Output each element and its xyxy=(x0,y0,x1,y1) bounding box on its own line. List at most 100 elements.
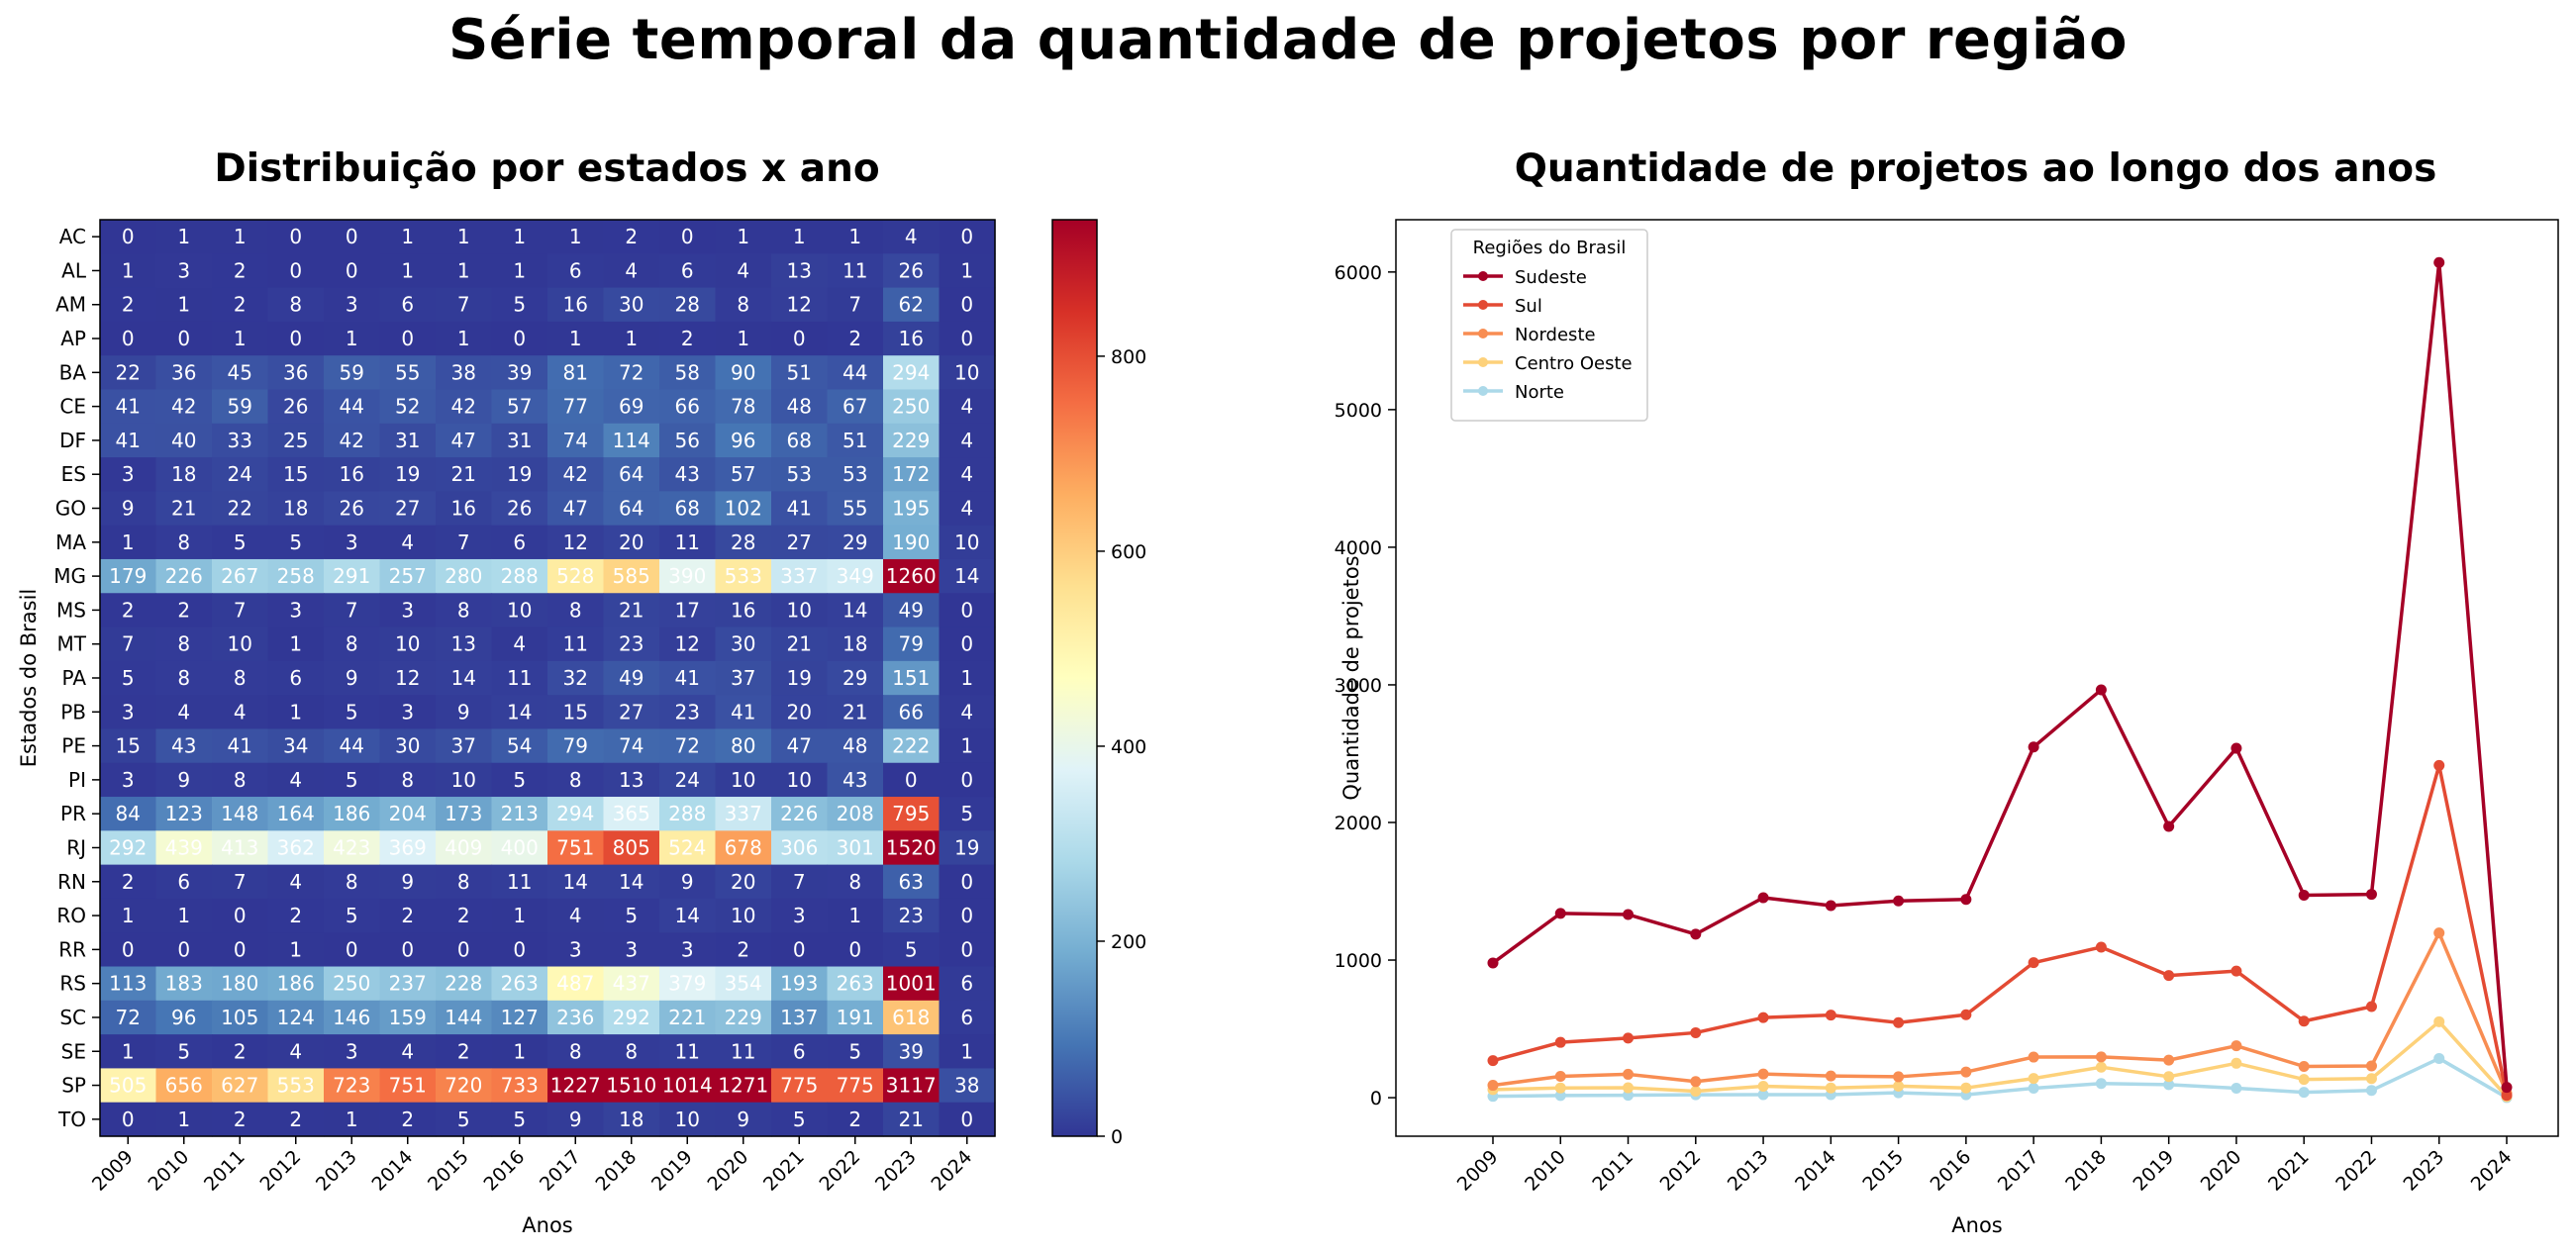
heatmap-cell-label: 58 xyxy=(675,360,700,384)
heatmap-cell-label: 5 xyxy=(346,700,358,723)
heatmap-cell xyxy=(379,1068,437,1104)
heatmap-cell-label: 5 xyxy=(234,530,247,554)
heatmap-cell xyxy=(155,457,213,492)
heatmap-ytick-label: PR xyxy=(60,802,86,825)
heatmap-cell-label: 0 xyxy=(346,225,358,248)
heatmap-cell xyxy=(491,389,548,425)
heatmap-cell xyxy=(939,762,996,798)
heatmap-cell xyxy=(547,898,605,933)
heatmap-cell xyxy=(827,797,884,831)
heatmap-cell-label: 524 xyxy=(668,835,706,859)
heatmap-cell-label: 5 xyxy=(346,904,358,927)
heatmap-cell xyxy=(379,253,437,289)
heatmap-ytick-label: PE xyxy=(61,734,86,758)
heatmap-cell xyxy=(212,728,269,764)
heatmap-cell xyxy=(267,626,325,662)
heatmap-cell-label: 228 xyxy=(445,972,482,996)
heatmap-cell-label: 13 xyxy=(619,768,644,792)
heatmap-cell xyxy=(715,253,772,289)
heatmap-cell-label: 21 xyxy=(451,462,476,486)
heatmap-cell xyxy=(715,525,772,560)
heatmap-ytick-label: MA xyxy=(55,530,86,554)
heatmap-cell-label: 21 xyxy=(899,1108,924,1131)
heatmap-cell-label: 400 xyxy=(501,835,539,859)
heatmap-cell xyxy=(436,660,493,696)
heatmap-cell-label: 6 xyxy=(401,293,414,317)
heatmap-cell xyxy=(324,253,381,289)
heatmap-cell xyxy=(883,321,941,356)
heatmap-cell-label: 2 xyxy=(234,258,247,282)
heatmap-cell xyxy=(603,797,660,831)
heatmap-cell xyxy=(547,321,605,356)
heatmap-cell-label: 41 xyxy=(116,429,141,452)
heatmap-cell-label: 294 xyxy=(556,802,594,825)
heatmap-cell-label: 1520 xyxy=(886,835,937,859)
series-point xyxy=(2028,741,2039,753)
heatmap-cell xyxy=(827,626,884,662)
heatmap-cell xyxy=(883,966,941,1002)
heatmap-cell xyxy=(324,864,381,900)
heatmap-cell xyxy=(603,457,660,492)
heatmap-cell xyxy=(379,728,437,764)
heatmap-cell xyxy=(771,966,829,1002)
heatmap-cell-label: 7 xyxy=(848,293,861,317)
heatmap-cell-label: 21 xyxy=(171,497,196,521)
heatmap-cell xyxy=(212,898,269,933)
legend-label: Norte xyxy=(1515,382,1564,403)
heatmap-ytick-label: RN xyxy=(57,870,86,894)
heatmap-cell-label: 173 xyxy=(445,802,482,825)
heatmap-cell-label: 25 xyxy=(283,429,308,452)
heatmap-cell xyxy=(771,1000,829,1035)
heatmap-cell-label: 585 xyxy=(613,564,650,588)
heatmap-cell-label: 1260 xyxy=(886,564,937,588)
heatmap-cell xyxy=(379,830,437,866)
heatmap-cell xyxy=(939,525,996,560)
heatmap-cell xyxy=(324,932,381,968)
heatmap-cell xyxy=(715,423,772,458)
heatmap-cell-label: 4 xyxy=(960,429,973,452)
heatmap-cell xyxy=(603,558,660,594)
heatmap-cell xyxy=(547,797,605,831)
heatmap-cell-label: 7 xyxy=(122,632,135,656)
heatmap-cell xyxy=(436,966,493,1002)
heatmap-cell-label: 1271 xyxy=(718,1074,768,1098)
heatmap-cell-label: 27 xyxy=(787,530,812,554)
heatmap-cell xyxy=(324,1068,381,1104)
heatmap-cell xyxy=(939,932,996,968)
heatmap-cell xyxy=(771,423,829,458)
heatmap-cell xyxy=(771,491,829,527)
heatmap-cell xyxy=(659,220,717,254)
heatmap-cell-label: 5 xyxy=(793,1108,806,1131)
heatmap-cell xyxy=(715,389,772,425)
heatmap-cell-label: 10 xyxy=(787,598,812,622)
heatmap-cell xyxy=(603,220,660,254)
heatmap-cell xyxy=(379,695,437,730)
heatmap-cell-label: 6 xyxy=(960,972,973,996)
heatmap-cell xyxy=(100,457,157,492)
series-point xyxy=(1554,1090,1566,1102)
heatmap-cell xyxy=(436,593,493,628)
series-point xyxy=(1554,1036,1566,1048)
heatmap-cell-label: 193 xyxy=(780,972,818,996)
heatmap-cell xyxy=(267,389,325,425)
heatmap-cell-label: 79 xyxy=(899,632,924,656)
heatmap-cell xyxy=(603,695,660,730)
heatmap-cell xyxy=(939,423,996,458)
heatmap-cell-label: 1 xyxy=(234,327,247,350)
heatmap-cell xyxy=(324,898,381,933)
heatmap-cell-label: 390 xyxy=(668,564,706,588)
heatmap-cell xyxy=(491,660,548,696)
heatmap-cell-label: 23 xyxy=(619,632,644,656)
heatmap-cell-label: 533 xyxy=(725,564,762,588)
heatmap-cell-label: 123 xyxy=(165,802,203,825)
heatmap-cell xyxy=(547,355,605,391)
heatmap-cell-label: 3 xyxy=(625,937,638,961)
heatmap-cell xyxy=(379,1034,437,1070)
heatmap-cell-label: 137 xyxy=(780,1006,818,1029)
heatmap-ytick-label: PI xyxy=(68,768,86,792)
legend-marker xyxy=(1478,386,1488,396)
series-point xyxy=(1487,1055,1499,1067)
heatmap-cell xyxy=(379,797,437,831)
heatmap-cell-label: 63 xyxy=(899,870,924,894)
